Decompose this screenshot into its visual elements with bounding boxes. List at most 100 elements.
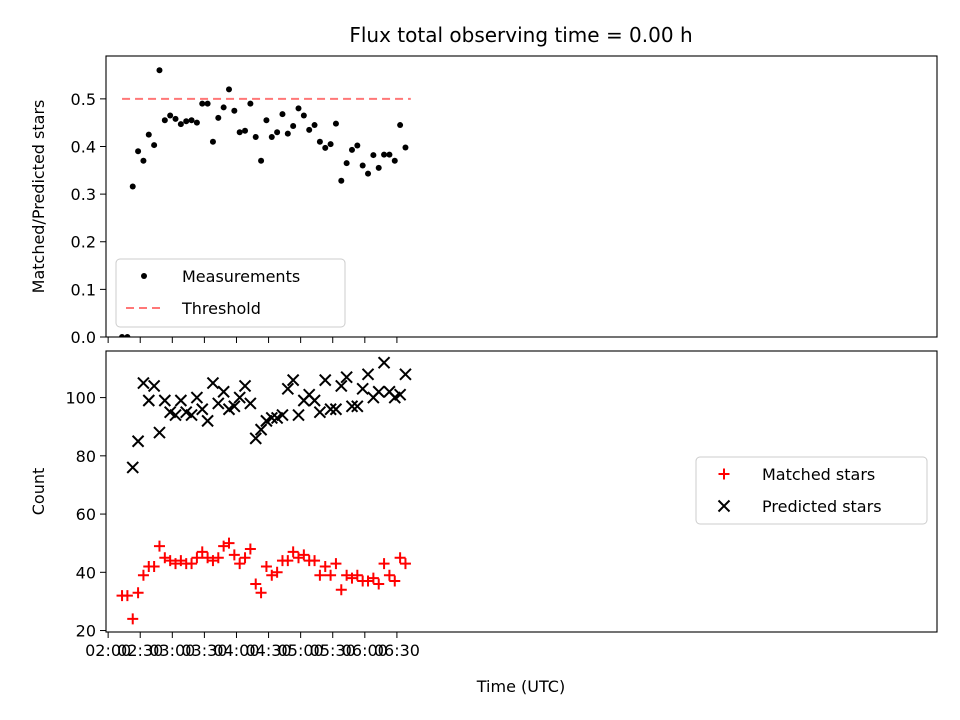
measurement-point — [220, 104, 227, 111]
predicted-star-point — [356, 382, 369, 396]
x-tick-label: 06:30 — [374, 641, 420, 660]
measurement-point — [327, 141, 334, 148]
predicted-star-point — [201, 414, 214, 428]
predicted-star-point — [319, 373, 332, 387]
measurement-point — [204, 100, 211, 107]
measurement-point — [135, 148, 142, 155]
measurement-point — [188, 117, 195, 124]
measurement-point — [140, 157, 147, 164]
matched-star-point — [137, 569, 149, 581]
matched-star-point — [132, 587, 144, 599]
predicted-star-point — [228, 400, 241, 413]
x-tick-label: 04:30 — [246, 641, 292, 660]
x-tick-label: 04:00 — [213, 641, 259, 660]
measurement-point — [183, 118, 190, 125]
matched-star-point — [186, 558, 198, 570]
matched-star-point — [298, 549, 310, 561]
y-tick-label: 0.2 — [71, 233, 96, 252]
predicted-star-point — [292, 408, 305, 422]
measurement-point — [167, 112, 174, 119]
y-tick-label: 40 — [76, 563, 96, 582]
measurement-point — [177, 121, 184, 128]
predicted-star-point — [238, 379, 252, 393]
x-tick-label: 03:00 — [149, 641, 195, 660]
legend-box — [695, 456, 928, 525]
measurement-point — [225, 86, 232, 93]
predicted-star-point — [286, 373, 300, 387]
measurement-point — [338, 177, 345, 184]
matched-star-point — [314, 569, 326, 581]
matched-star-point — [282, 555, 294, 567]
predicted-star-point — [185, 408, 198, 422]
legend-marker-measurements — [141, 273, 147, 279]
matched-star-point — [335, 584, 347, 596]
legend-box — [115, 258, 346, 328]
measurement-point — [397, 122, 404, 129]
predicted-star-point — [377, 356, 391, 369]
x-axis-label: Time (UTC) — [476, 677, 565, 696]
y-axis-label: Matched/Predicted stars — [29, 100, 48, 294]
measurement-point — [343, 160, 350, 167]
plot-area — [119, 67, 411, 337]
measurement-point — [231, 107, 238, 114]
matched-star-point — [255, 587, 267, 599]
matched-star-point — [325, 569, 337, 581]
legend-marker-matched — [718, 468, 730, 480]
measurement-point — [402, 144, 409, 151]
predicted-star-point — [174, 394, 188, 407]
matched-star-point — [287, 546, 299, 558]
predicted-star-point — [265, 411, 278, 425]
matched-star-point — [309, 555, 321, 567]
predicted-star-point — [212, 397, 225, 410]
y-tick-label: 0.4 — [71, 137, 96, 156]
predicted-star-point — [147, 379, 161, 393]
measurement-point — [381, 151, 388, 158]
y-tick-label: 0.3 — [71, 185, 96, 204]
y-tick-label: 0.5 — [71, 90, 96, 109]
y-tick-label: 80 — [76, 447, 96, 466]
measurement-point — [359, 162, 366, 169]
measurement-point — [236, 129, 243, 136]
matched-star-point — [383, 569, 395, 581]
measurement-point — [145, 131, 152, 138]
measurement-point — [124, 334, 131, 337]
measurement-point — [311, 122, 318, 129]
matched-star-point — [223, 537, 235, 549]
measurement-point — [161, 117, 168, 124]
chart-title: Flux total observing time = 0.00 h — [349, 23, 692, 47]
predicted-star-point — [372, 385, 385, 398]
axes-frame — [105, 55, 938, 338]
axes-frame — [105, 350, 938, 633]
x-tick-label: 05:00 — [278, 641, 324, 660]
measurement-point — [279, 111, 286, 118]
predicted-star-point — [324, 403, 337, 416]
matched-star-point — [191, 552, 203, 564]
predicted-star-point — [206, 376, 220, 390]
measurement-point — [332, 120, 339, 127]
measurement-point — [370, 152, 377, 159]
matched-star-point — [319, 560, 331, 572]
matched-star-point — [351, 569, 363, 581]
predicted-star-point — [126, 461, 139, 474]
x-tick-label: 02:00 — [85, 641, 131, 660]
measurement-point — [290, 123, 297, 130]
measurement-point — [348, 146, 355, 153]
predicted-star-point — [142, 394, 155, 407]
matched-star-point — [250, 578, 262, 590]
measurement-point — [316, 138, 323, 145]
measurement-point — [375, 164, 382, 171]
matched-star-point — [394, 552, 406, 564]
matched-star-point — [196, 546, 208, 558]
measurement-point — [274, 129, 281, 136]
predicted-star-point — [276, 408, 289, 422]
matched-star-point — [244, 543, 256, 555]
measurement-point — [365, 170, 372, 177]
measurement-point — [119, 334, 126, 337]
measurement-point — [172, 115, 179, 122]
x-tick-label: 03:30 — [181, 641, 227, 660]
measurement-point — [156, 67, 163, 74]
y-tick-label: 100 — [65, 389, 96, 408]
predicted-star-point — [361, 368, 375, 381]
measurement-point — [295, 105, 302, 112]
